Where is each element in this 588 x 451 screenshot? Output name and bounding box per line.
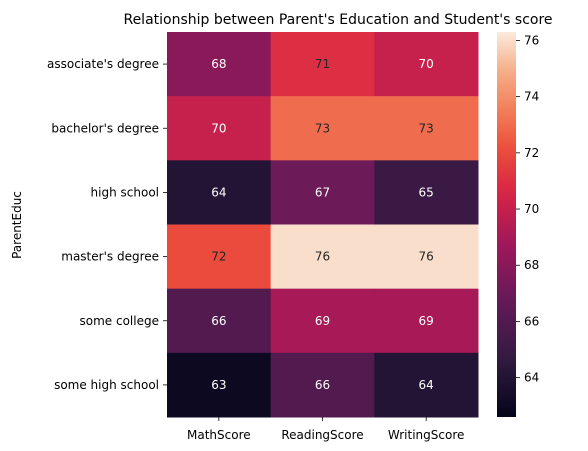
cell-value-label: 67: [315, 185, 330, 199]
heatmap-cell: [167, 224, 272, 290]
heatmap-cell: [374, 160, 479, 225]
heatmap-cell: [167, 32, 272, 97]
heatmap-cell: [270, 224, 375, 290]
cell-value-label: 64: [419, 378, 434, 392]
heatmap-cell: [167, 96, 272, 161]
heatmap-cell: [270, 32, 375, 97]
cell-value-label: 66: [211, 314, 226, 328]
x-tick-label: MathScore: [187, 428, 251, 442]
heatmap-cell: [270, 288, 375, 354]
heatmap-cell: [374, 352, 479, 418]
y-axis-label: ParentEduc: [10, 191, 24, 259]
cell-value-label: 71: [315, 57, 330, 71]
colorbar-tick-label: 70: [524, 202, 539, 216]
x-tick-labels: MathScore ReadingScore WritingScore: [187, 417, 464, 442]
colorbar-tick-label: 66: [524, 314, 539, 328]
cell-value-label: 73: [315, 121, 330, 135]
cell-value-label: 65: [419, 185, 434, 199]
colorbar-tick-label: 74: [524, 90, 539, 104]
heatmap-cell: [374, 224, 479, 290]
cell-value-label: 72: [211, 250, 226, 264]
cell-value-label: 66: [315, 378, 330, 392]
y-tick-labels: associate's degree bachelor's degree high …: [47, 57, 167, 392]
cell-value-label: 76: [315, 250, 330, 264]
heatmap-cell: [374, 288, 479, 354]
x-tick-label: WritingScore: [388, 428, 464, 442]
heatmap-cell: [167, 352, 272, 418]
heatmap-cell: [270, 160, 375, 225]
heatmap-cell: [270, 96, 375, 161]
colorbar-ticks: 64 66 68 70 72 74 76: [516, 33, 539, 385]
heatmap-cell: [374, 96, 479, 161]
y-tick-label: high school: [91, 185, 159, 199]
colorbar-tick-label: 76: [524, 33, 539, 47]
y-tick-label: some college: [80, 314, 159, 328]
cell-value-label: 70: [211, 121, 226, 135]
cell-value-label: 70: [419, 57, 434, 71]
heatmap-cell: [167, 160, 272, 225]
cell-value-label: 68: [211, 57, 226, 71]
colorbar-tick-label: 68: [524, 258, 539, 272]
y-tick-label: some high school: [54, 378, 159, 392]
colorbar-tick-label: 72: [524, 146, 539, 160]
y-tick-label: bachelor's degree: [51, 121, 159, 135]
heatmap-cell: [374, 32, 479, 97]
y-tick-label: associate's degree: [47, 57, 159, 71]
cell-value-label: 64: [211, 185, 226, 199]
cell-value-label: 73: [419, 121, 434, 135]
cell-value-label: 76: [419, 250, 434, 264]
heatmap-cells: 68 71 70 70 73 73 64 67 65 72 76 76 66 69 69 63 66 64: [167, 32, 479, 418]
heatmap-cell: [167, 288, 272, 354]
colorbar-tick-label: 64: [524, 371, 539, 385]
y-tick-label: master's degree: [61, 250, 159, 264]
heatmap-cell: [270, 352, 375, 418]
cell-value-label: 69: [419, 314, 434, 328]
colorbar: [497, 32, 516, 417]
cell-value-label: 63: [211, 378, 226, 392]
chart-title: Relationship between Parent's Education …: [123, 12, 552, 28]
cell-value-label: 69: [315, 314, 330, 328]
x-tick-label: ReadingScore: [281, 428, 363, 442]
